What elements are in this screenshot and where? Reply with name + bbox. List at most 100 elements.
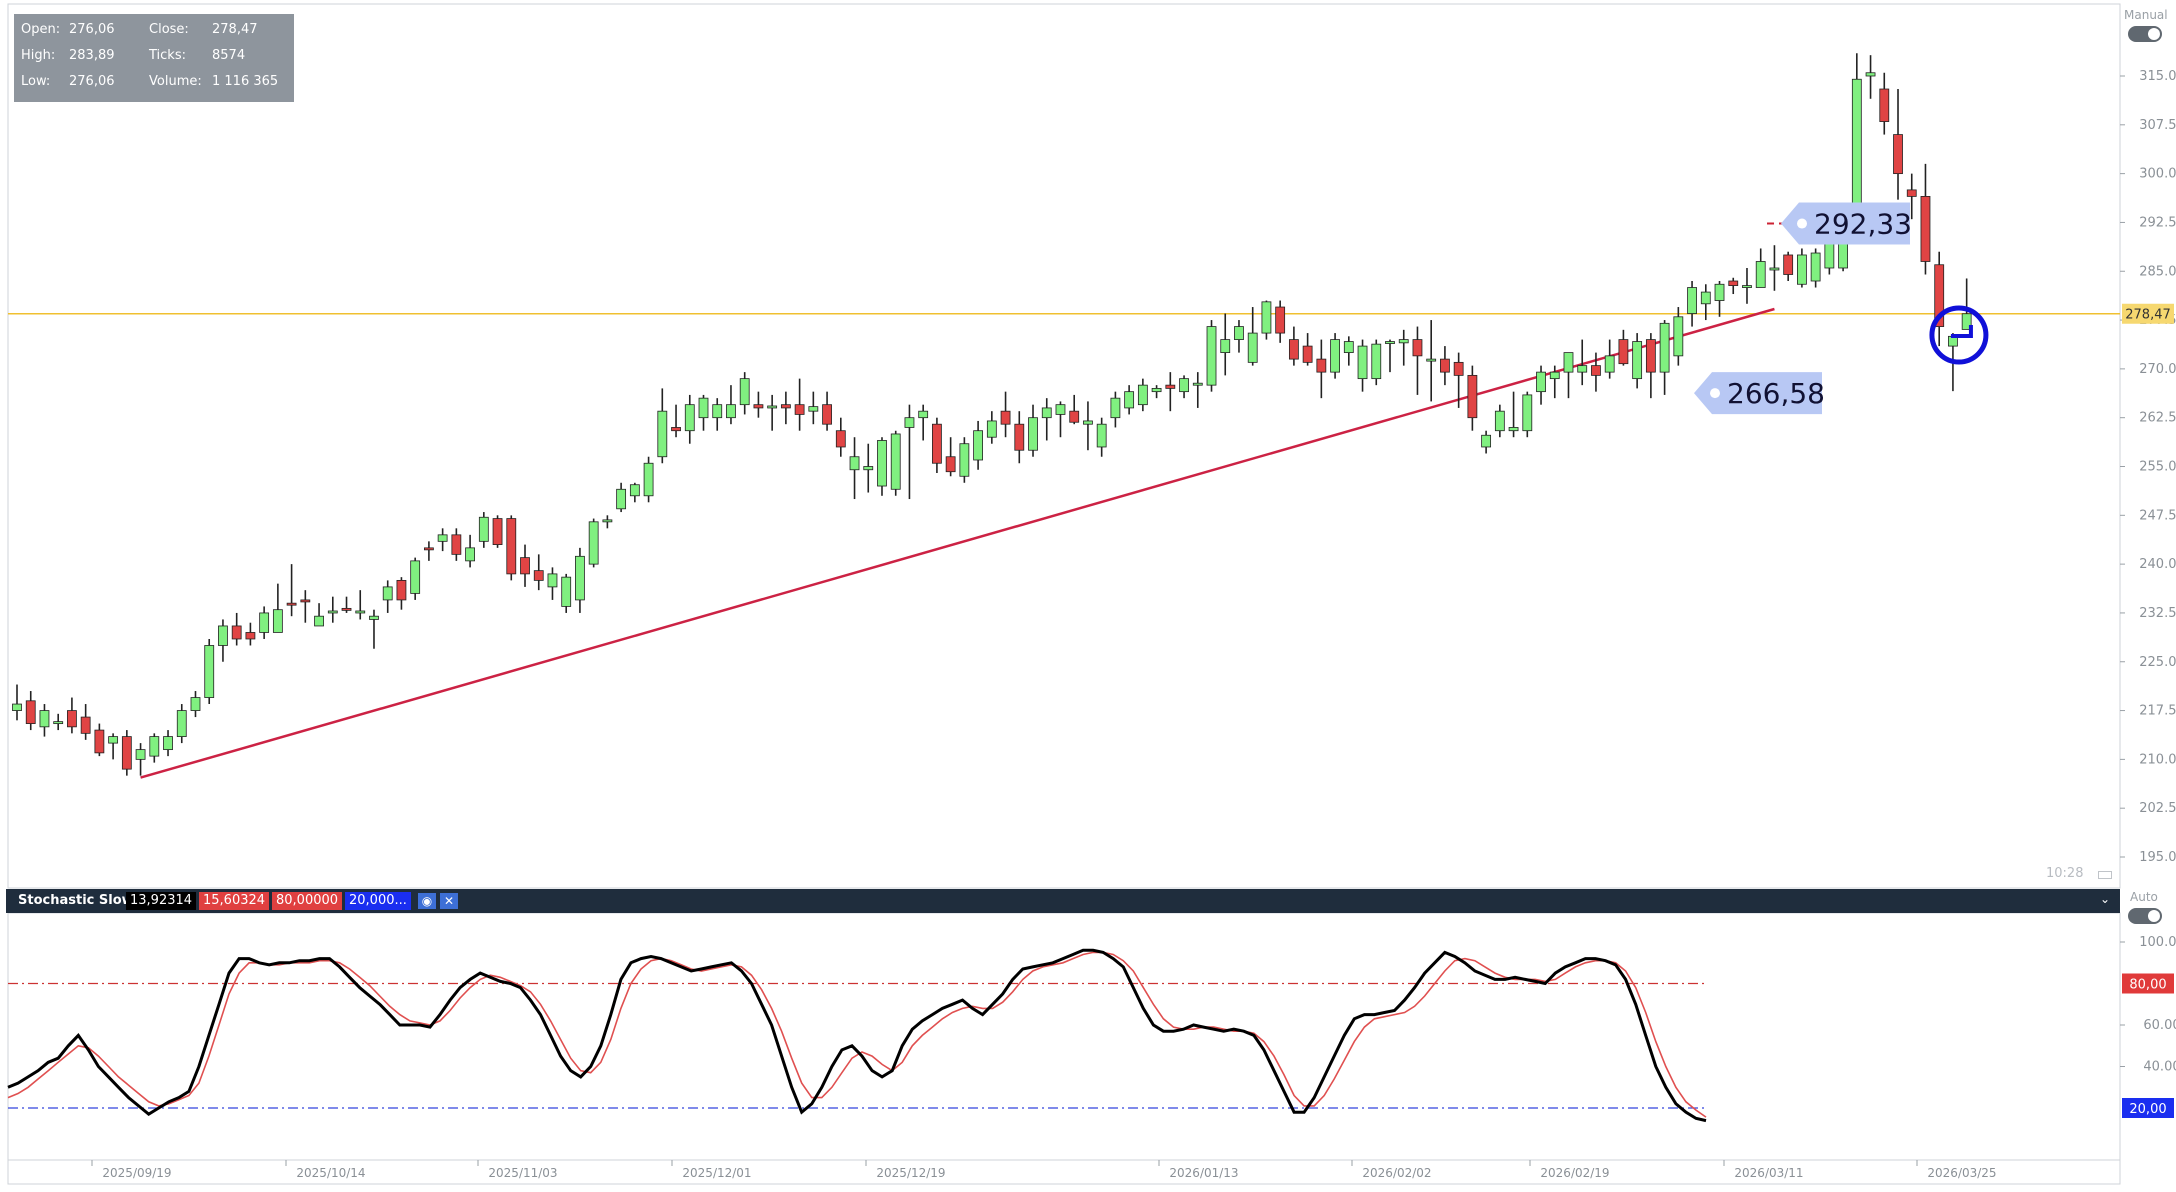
price-tick-label: 240.00 bbox=[2139, 557, 2176, 572]
oversold-tag-label: 20,00 bbox=[2129, 1102, 2166, 1117]
highlight-circle[interactable] bbox=[1929, 305, 1989, 365]
candle-up bbox=[849, 456, 860, 471]
callout-low-label: 266,58 bbox=[1727, 377, 1825, 410]
candle-down bbox=[1302, 345, 1313, 363]
current-price-tag: 278,47 bbox=[2122, 303, 2174, 324]
candle-down bbox=[341, 607, 352, 611]
candle-up bbox=[39, 710, 50, 728]
candle-down bbox=[1728, 280, 1739, 286]
callout-low[interactable]: 266,58 bbox=[1694, 372, 1825, 415]
candle-down bbox=[25, 700, 36, 724]
chevron-down-icon[interactable]: ⌄ bbox=[2099, 892, 2110, 906]
candle-up bbox=[561, 576, 572, 607]
time-axis[interactable]: 2025/09/19 2025/10/14 2025/11/03 2025/12/01… bbox=[7, 1159, 2121, 1185]
candle-up bbox=[602, 519, 613, 523]
price-tick-label: 195.00 bbox=[2139, 850, 2176, 865]
price-tick-label: 285.00 bbox=[2139, 264, 2176, 279]
current-price-tag-label: 278,47 bbox=[2125, 308, 2171, 323]
candle-up bbox=[1137, 384, 1148, 406]
ticks-value: 8574 bbox=[212, 48, 246, 63]
price-tick-label: 307.50 bbox=[2139, 118, 2176, 133]
candle-up bbox=[629, 484, 640, 497]
candle-down bbox=[286, 602, 297, 606]
candle-up bbox=[1179, 378, 1189, 393]
ohlc-row-high: High: 283,89 Ticks: 8574 bbox=[14, 48, 294, 66]
candle-up bbox=[369, 615, 379, 620]
auto-mode-toggle[interactable] bbox=[2128, 908, 2162, 924]
scroll-to-end-icon[interactable] bbox=[2098, 871, 2112, 879]
candle-down bbox=[1934, 264, 1945, 327]
candle-down bbox=[1893, 134, 1903, 175]
close-icon[interactable]: ✕ bbox=[440, 893, 458, 909]
candle-down bbox=[1453, 361, 1464, 376]
d-value-badge: 15,60324 bbox=[199, 892, 270, 910]
candle-up bbox=[1577, 365, 1588, 373]
high-label: High: bbox=[21, 48, 56, 63]
price-tick-label: 247.50 bbox=[2139, 508, 2176, 523]
volume-value: 1 116 365 bbox=[212, 74, 279, 89]
candle-up bbox=[1206, 326, 1217, 386]
candle-up bbox=[1742, 285, 1752, 288]
candle-up bbox=[1330, 339, 1340, 373]
time-axis-frame bbox=[7, 1159, 2121, 1185]
candle-down bbox=[1591, 365, 1601, 376]
candle-up bbox=[767, 405, 778, 409]
price-panel-frame bbox=[7, 3, 2121, 889]
overbought-tag-bg bbox=[2122, 973, 2174, 994]
candle-up bbox=[12, 703, 22, 711]
candle-down bbox=[753, 404, 764, 409]
candle-down bbox=[520, 557, 530, 575]
candle-up bbox=[437, 534, 448, 542]
candle-up bbox=[1041, 407, 1052, 419]
oscillator-axis[interactable]: 100.00 60.00 40.00 bbox=[2120, 935, 2176, 1075]
price-tick-label: 217.50 bbox=[2139, 704, 2176, 719]
candle-up bbox=[890, 433, 901, 490]
price-tick-label: 225.00 bbox=[2139, 655, 2176, 670]
time-tick-label: 2026/02/02 bbox=[1362, 1166, 1431, 1180]
stochastic-k-line bbox=[7, 948, 1707, 1123]
candle-up bbox=[1357, 345, 1368, 380]
candle-down bbox=[1275, 306, 1286, 334]
k-value-badge: 13,92314 bbox=[126, 892, 197, 910]
price-tick-label: 262.50 bbox=[2139, 411, 2176, 426]
candle-up bbox=[1536, 371, 1546, 393]
candle-up bbox=[1769, 267, 1780, 271]
candle-down bbox=[396, 579, 407, 601]
candle-down bbox=[780, 404, 791, 409]
high-value: 283,89 bbox=[69, 48, 115, 63]
candle-down bbox=[1920, 196, 1931, 262]
price-tick-label: 315.00 bbox=[2139, 69, 2176, 84]
manual-mode-toggle[interactable] bbox=[2128, 26, 2162, 42]
callout-high-label: 292,33 bbox=[1814, 208, 1912, 241]
callout-high[interactable]: 292,33 bbox=[1781, 202, 1912, 245]
callout-high-dot bbox=[1797, 218, 1807, 229]
candle-up bbox=[478, 516, 489, 542]
candle-down bbox=[1440, 358, 1450, 373]
callout-high-shape bbox=[1781, 202, 1910, 245]
price-tick-label: 202.50 bbox=[2139, 801, 2176, 816]
candle-down bbox=[245, 632, 256, 640]
current-price-tag-bg bbox=[2122, 303, 2174, 324]
trendline[interactable] bbox=[140, 307, 1775, 779]
candle-up bbox=[1261, 301, 1272, 334]
open-value: 276,06 bbox=[69, 22, 115, 37]
eye-icon[interactable]: ◉ bbox=[418, 893, 436, 909]
candle-up bbox=[1687, 287, 1697, 314]
candles-group bbox=[12, 53, 1972, 776]
time-tick-label: 2025/09/19 bbox=[102, 1166, 171, 1180]
candle-up bbox=[1755, 261, 1766, 288]
candle-up bbox=[218, 625, 228, 646]
ohlc-row-open: Open: 276,06 Close: 278,47 bbox=[14, 22, 294, 40]
price-axis[interactable]: 315.00307.50300.00292.50285.00277.50270.… bbox=[2120, 69, 2176, 865]
osc-tick-label: 100.00 bbox=[2139, 935, 2176, 950]
candle-up bbox=[327, 610, 338, 614]
candle-up bbox=[1549, 371, 1560, 380]
price-panel[interactable] bbox=[7, 3, 2121, 889]
candle-up bbox=[1481, 434, 1492, 448]
candle-up bbox=[1494, 410, 1505, 432]
oversold-tag-bg bbox=[2122, 1098, 2174, 1118]
oscillator-panel[interactable] bbox=[7, 912, 2121, 1161]
indicator-header-bar[interactable]: Stochastic Slow 13,92314 15,60324 80,000… bbox=[6, 889, 2120, 913]
